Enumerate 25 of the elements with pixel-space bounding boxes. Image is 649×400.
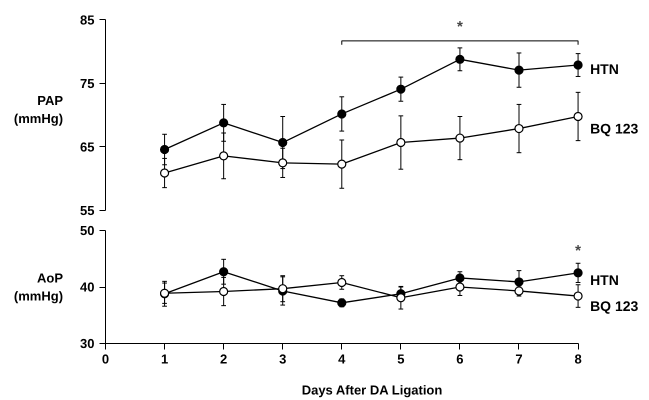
y-tick-label: 55 bbox=[80, 203, 95, 218]
x-axis-title: Days After DA Ligation bbox=[302, 382, 442, 398]
y-tick-label: 85 bbox=[80, 12, 95, 28]
series-label: BQ 123 bbox=[590, 298, 639, 314]
x-tick-label: 1 bbox=[160, 352, 168, 366]
y-tick-label: 75 bbox=[80, 76, 95, 91]
series-label: HTN bbox=[590, 61, 619, 78]
x-tick-label: 5 bbox=[397, 352, 404, 366]
x-tick-label: 7 bbox=[515, 352, 523, 366]
y-tick-label: 40 bbox=[80, 280, 95, 294]
x-tick-label: 0 bbox=[102, 352, 110, 366]
y-axis-title: PAP (mmHg) bbox=[14, 93, 64, 126]
series-label: HTN bbox=[590, 272, 619, 288]
series-label: BQ 123 bbox=[590, 120, 639, 136]
x-tick-label: 6 bbox=[456, 352, 464, 366]
x-tick-label: 2 bbox=[220, 352, 228, 366]
y-tick-label: 65 bbox=[80, 139, 95, 154]
x-tick-label: 8 bbox=[574, 352, 582, 366]
x-tick-label: 4 bbox=[338, 352, 346, 366]
x-tick-label: 3 bbox=[279, 352, 286, 366]
y-tick-label: 50 bbox=[80, 223, 95, 238]
annotation: * bbox=[457, 18, 464, 36]
annotation: * bbox=[575, 242, 582, 260]
y-axis-title: AoP (mmHg) bbox=[14, 270, 64, 304]
y-tick-label: 30 bbox=[80, 336, 95, 351]
